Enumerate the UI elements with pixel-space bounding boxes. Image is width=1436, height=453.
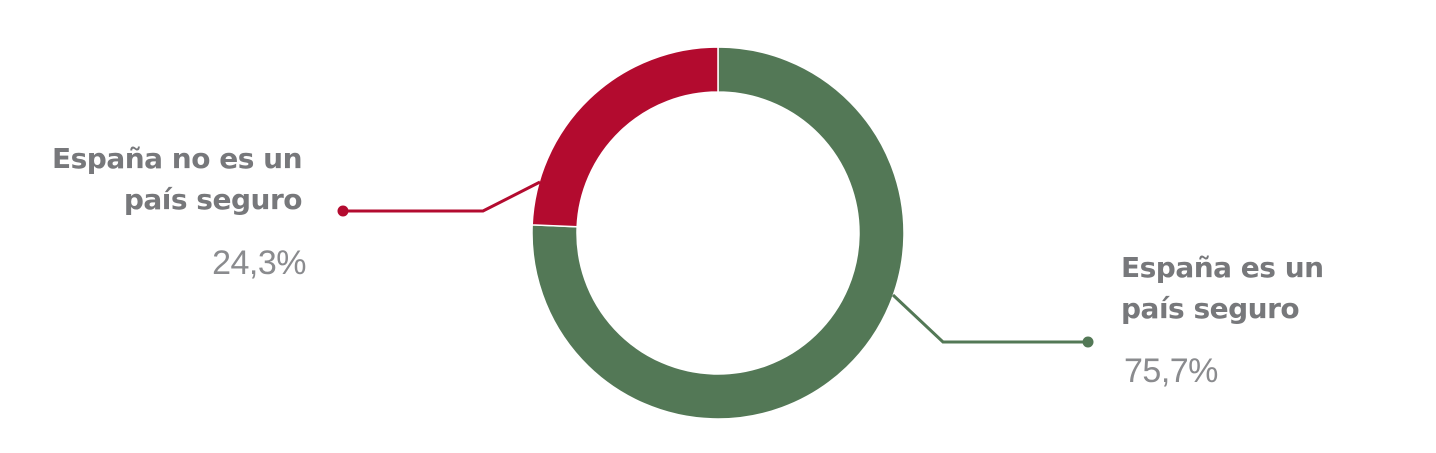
label-no-seguro-line1: España no es un — [52, 142, 303, 175]
leader-dot-seguro — [1082, 336, 1094, 348]
leader-dot-no-seguro — [337, 205, 349, 217]
label-seguro: España es un país seguro — [1121, 247, 1324, 329]
leader-line-seguro — [891, 293, 1088, 344]
label-no-seguro: España no es un país seguro — [52, 138, 303, 220]
slice-espana-es-seguro — [531, 46, 905, 420]
leader-line-no-seguro — [343, 180, 541, 213]
slice-espana-no-es-seguro — [531, 46, 719, 228]
label-seguro-line2: país seguro — [1121, 292, 1300, 325]
value-seguro: 75,7% — [1124, 352, 1218, 390]
label-seguro-line1: España es un — [1121, 251, 1324, 284]
label-no-seguro-line2: país seguro — [123, 183, 303, 216]
value-no-seguro: 24,3% — [212, 244, 306, 282]
